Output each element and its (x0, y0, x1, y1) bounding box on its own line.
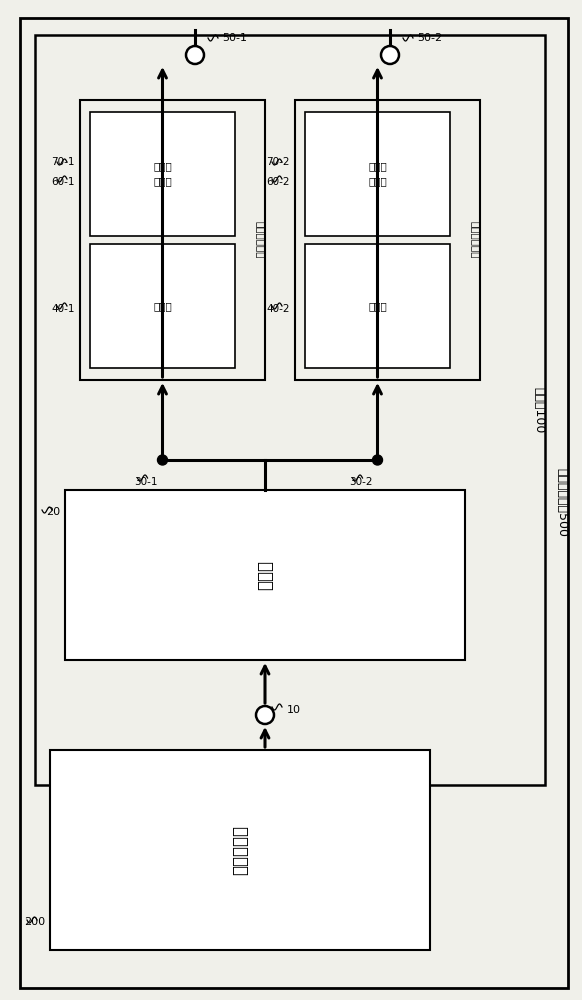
Text: 10: 10 (287, 705, 301, 715)
Text: 调整部
衰减部: 调整部 衰减部 (368, 162, 387, 186)
Text: 60-1: 60-1 (51, 177, 75, 187)
Text: 50-1: 50-1 (222, 33, 247, 43)
Circle shape (256, 706, 274, 724)
Circle shape (381, 46, 399, 64)
Bar (35, 35, 545, 785)
Text: 70-2: 70-2 (267, 157, 290, 167)
Bar (65, 490, 465, 660)
Bar (305, 244, 450, 368)
Text: 200: 200 (24, 917, 45, 927)
Bar (50, 750, 430, 950)
Text: 衰减部: 衰减部 (368, 301, 387, 311)
Text: 40-2: 40-2 (267, 304, 290, 314)
Circle shape (186, 46, 204, 64)
Text: 反射波抑制部: 反射波抑制部 (255, 221, 265, 259)
Text: 衰减部: 衰减部 (153, 301, 172, 311)
Bar (90, 112, 235, 236)
Text: 40-1: 40-1 (51, 304, 75, 314)
Text: 反射波抑制部: 反射波抑制部 (470, 221, 480, 259)
Bar (305, 112, 450, 236)
Bar (90, 244, 235, 368)
Circle shape (158, 455, 168, 465)
Text: 信号产生部: 信号产生部 (231, 825, 249, 875)
Text: 20: 20 (46, 507, 60, 517)
Bar (80, 100, 265, 380)
Circle shape (372, 455, 382, 465)
Text: 信号产生系统500: 信号产生系统500 (555, 468, 569, 538)
Text: 30-2: 30-2 (349, 477, 372, 487)
Text: 分配部: 分配部 (256, 560, 274, 590)
Text: 60-2: 60-2 (267, 177, 290, 187)
Bar (295, 100, 480, 380)
Text: 50-2: 50-2 (417, 33, 442, 43)
Text: 分配器100: 分配器100 (533, 387, 545, 433)
Text: 调整部
衰减部: 调整部 衰减部 (153, 162, 172, 186)
Text: 30-1: 30-1 (134, 477, 158, 487)
Text: 70-1: 70-1 (51, 157, 75, 167)
